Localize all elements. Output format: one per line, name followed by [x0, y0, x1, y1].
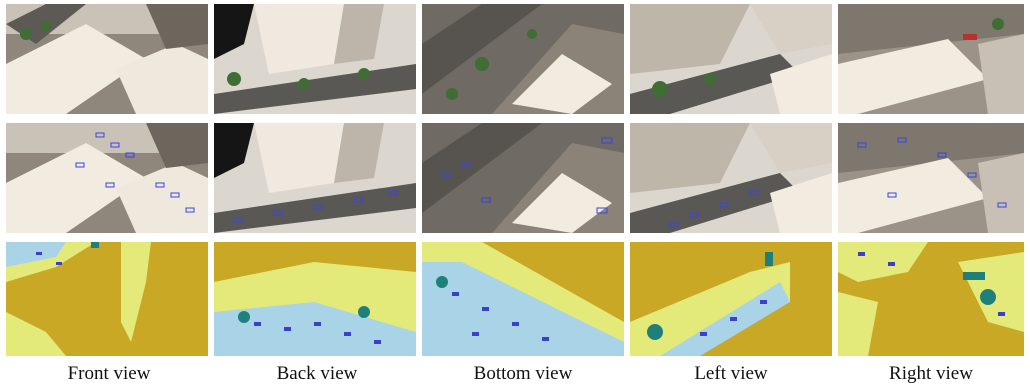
bottom-view-segmentation-map — [422, 242, 624, 356]
multi-view-figure — [6, 4, 1024, 356]
caption-back-view: Back view — [276, 363, 358, 384]
caption-bottom-view: Bottom view — [473, 363, 573, 384]
back-view-segmentation-map — [214, 242, 416, 356]
bottom-view-annotated-image — [422, 123, 624, 233]
left-view-rgb-image — [630, 4, 832, 114]
front-view-rgb-image — [6, 4, 208, 114]
right-view-annotated-image — [838, 123, 1024, 233]
front-view-annotated-image — [6, 123, 208, 233]
back-view-rgb-image — [214, 4, 416, 114]
caption-right-view: Right view — [889, 363, 973, 384]
back-view-annotated-image — [214, 123, 416, 233]
right-view-segmentation-map — [838, 242, 1024, 356]
caption-left-view: Left view — [694, 363, 768, 384]
caption-front-view: Front view — [67, 363, 151, 384]
front-view-segmentation-map — [6, 242, 208, 356]
bottom-view-rgb-image — [422, 4, 624, 114]
left-view-segmentation-map — [630, 242, 832, 356]
left-view-annotated-image — [630, 123, 832, 233]
right-view-rgb-image — [838, 4, 1024, 114]
